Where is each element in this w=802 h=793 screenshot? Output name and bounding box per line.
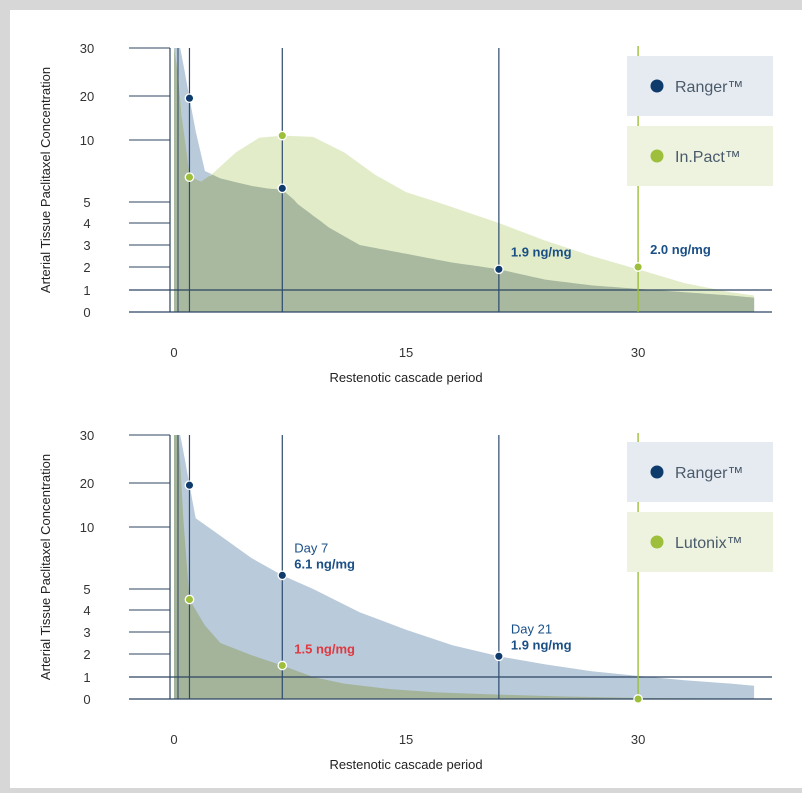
y-tick-label: 0 <box>83 692 90 707</box>
y-tick-label: 3 <box>83 625 90 640</box>
legend-dot <box>650 465 664 479</box>
y-tick-label: 1 <box>83 283 90 298</box>
data-point <box>277 660 288 671</box>
x-tick-label: 15 <box>399 345 413 360</box>
legend-label: Ranger™ <box>675 79 743 96</box>
x-tick-label: 30 <box>631 345 645 360</box>
overlap-area <box>174 48 755 312</box>
y-tick-label: 4 <box>83 603 90 618</box>
x-tick-label: 15 <box>399 732 413 747</box>
data-label-day: Day 21 <box>511 621 552 636</box>
legend-dot <box>650 79 664 93</box>
data-point <box>184 172 195 183</box>
y-axis-title: Arterial Tissue Paclitaxel Concentration <box>38 67 53 293</box>
y-tick-label: 4 <box>83 216 90 231</box>
x-axis-title: Restenotic cascade period <box>329 370 482 385</box>
y-tick-label: 10 <box>80 520 94 535</box>
data-point <box>184 480 195 491</box>
data-point <box>277 130 288 141</box>
data-label-value: 6.1 ng/mg <box>294 556 355 571</box>
data-point <box>494 264 504 275</box>
y-tick-label: 3 <box>83 238 90 253</box>
data-point <box>277 183 288 194</box>
data-label-value: 2.0 ng/mg <box>650 242 711 257</box>
data-point <box>277 570 288 581</box>
legend-dot <box>650 149 664 163</box>
y-tick-label: 30 <box>80 428 94 443</box>
y-tick-label: 1 <box>83 670 90 685</box>
data-label-day: Day 7 <box>294 540 328 555</box>
legend-label: Lutonix™ <box>675 535 743 552</box>
legend-dot <box>650 535 664 549</box>
x-tick-label: 0 <box>170 732 177 747</box>
data-label-value: 1.9 ng/mg <box>511 244 572 259</box>
data-point <box>494 651 504 662</box>
y-axis-title: Arterial Tissue Paclitaxel Concentration <box>38 454 53 680</box>
data-label-value: 1.5 ng/mg <box>294 642 355 657</box>
data-point <box>633 694 643 704</box>
data-point <box>184 93 195 104</box>
y-tick-label: 20 <box>80 476 94 491</box>
y-tick-label: 2 <box>83 647 90 662</box>
series-area-lutonix <box>174 435 755 699</box>
y-tick-label: 20 <box>80 89 94 104</box>
data-point <box>633 262 643 272</box>
y-tick-label: 5 <box>83 195 90 210</box>
y-tick-label: 2 <box>83 260 90 275</box>
y-tick-label: 10 <box>80 133 94 148</box>
y-tick-label: 30 <box>80 41 94 56</box>
y-tick-label: 5 <box>83 582 90 597</box>
figure-frame: 0 1 2 3 4 5 10 20 30 1.9 ng/mg 2.0 ng/mg 0 15 30 Reste… <box>10 10 802 788</box>
y-tick-label: 0 <box>83 305 90 320</box>
legend-label: Ranger™ <box>675 465 743 482</box>
legend-label: In.Pact™ <box>675 149 741 166</box>
series-area-ranger <box>174 435 755 699</box>
data-point <box>184 594 195 605</box>
data-label-value: 1.9 ng/mg <box>511 637 572 652</box>
x-tick-label: 0 <box>170 345 177 360</box>
x-axis-title: Restenotic cascade period <box>329 757 482 772</box>
x-tick-label: 30 <box>631 732 645 747</box>
